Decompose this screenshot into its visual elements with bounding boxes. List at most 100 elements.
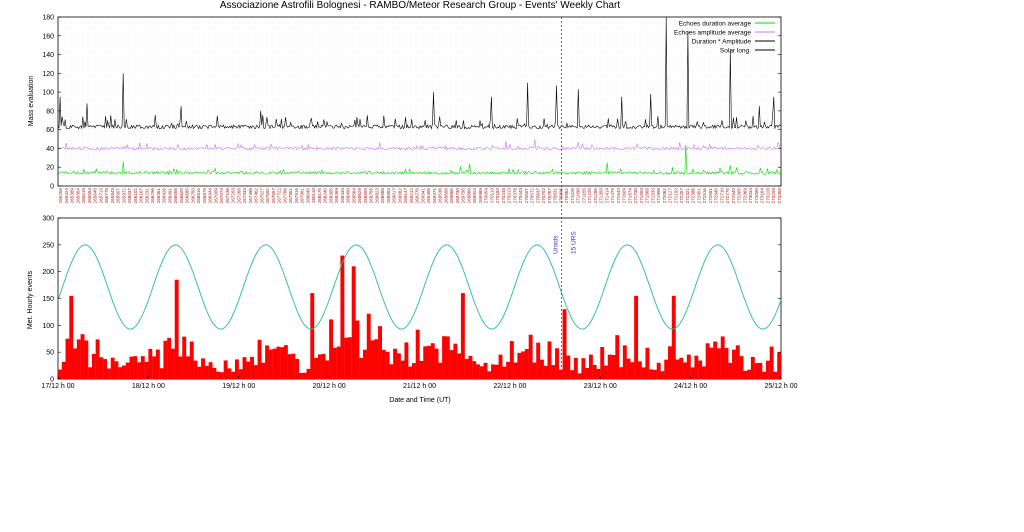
hourly-event-bar bbox=[91, 353, 96, 379]
hourly-event-bar bbox=[347, 337, 352, 379]
top-x-tick-label: 272775 bbox=[725, 188, 730, 204]
top-x-tick-label: 271738 bbox=[633, 188, 638, 204]
hourly-event-bar bbox=[656, 362, 661, 379]
top-x-tick-label: 269924 bbox=[472, 188, 477, 204]
hourly-event-bar bbox=[133, 356, 138, 379]
top-x-tick-label: 272127 bbox=[668, 188, 673, 204]
legend-label: Solar long. bbox=[720, 48, 751, 55]
hourly-event-bar bbox=[750, 356, 755, 379]
top-x-tick-label: 266491 bbox=[167, 188, 172, 204]
hourly-event-bar bbox=[438, 362, 443, 379]
hourly-event-bar bbox=[88, 367, 93, 379]
bottom-y-tick-label: 200 bbox=[42, 269, 54, 276]
hourly-event-bar bbox=[122, 365, 126, 379]
top-x-tick-label: 270961 bbox=[564, 188, 569, 204]
top-x-tick-label: 271998 bbox=[656, 188, 661, 204]
hourly-event-bar bbox=[664, 359, 669, 379]
hourly-event-bar bbox=[668, 346, 672, 379]
hourly-event-bar bbox=[430, 343, 435, 379]
hourly-event-bar bbox=[178, 356, 183, 379]
hourly-event-bar bbox=[543, 365, 548, 379]
top-x-tick-label: 270507 bbox=[524, 188, 529, 204]
hourly-event-bar bbox=[747, 369, 752, 379]
hourly-event-bar bbox=[310, 293, 315, 379]
hourly-event-bar bbox=[80, 334, 85, 379]
hourly-event-bar bbox=[163, 340, 168, 379]
top-x-tick-label: 267527 bbox=[259, 188, 264, 204]
hourly-event-bar bbox=[329, 319, 334, 379]
top-x-tick-label: 266815 bbox=[196, 188, 201, 204]
shower-marker-label: Ursids bbox=[552, 235, 559, 254]
hourly-event-bar bbox=[106, 368, 111, 379]
legend-label: Duration * Amplitude bbox=[692, 39, 752, 46]
top-x-tick-label: 271609 bbox=[622, 188, 627, 204]
top-x-tick-label: 271285 bbox=[593, 188, 598, 204]
hourly-event-bar bbox=[652, 369, 657, 379]
hourly-event-bar bbox=[299, 372, 303, 379]
top-x-tick-label: 268888 bbox=[380, 188, 385, 204]
top-y-tick-label: 80 bbox=[46, 108, 54, 115]
top-x-tick-label: 265519 bbox=[81, 188, 86, 204]
hourly-event-bar bbox=[683, 362, 688, 379]
top-x-tick-label: 267074 bbox=[219, 188, 224, 204]
hourly-event-bar bbox=[743, 370, 748, 379]
hourly-event-bar bbox=[272, 348, 277, 379]
hourly-event-bar bbox=[265, 345, 270, 379]
radiant-elevation-curve bbox=[57, 244, 782, 330]
top-x-tick-label: 271803 bbox=[639, 188, 644, 204]
top-x-tick-label: 269795 bbox=[461, 188, 466, 204]
top-x-tick-label: 265713 bbox=[98, 188, 103, 204]
hourly-event-bar bbox=[170, 348, 175, 379]
top-x-tick-label: 270378 bbox=[512, 188, 517, 204]
hourly-event-bar bbox=[558, 369, 563, 379]
bottom-x-tick-label: 20/12 h 00 bbox=[313, 383, 346, 390]
hourly-event-bar bbox=[649, 369, 654, 379]
legend-label: Echoes amplitude average bbox=[674, 30, 751, 37]
hourly-event-bar bbox=[287, 354, 292, 379]
hourly-event-bar bbox=[427, 345, 431, 379]
top-x-tick-label: 271414 bbox=[604, 188, 609, 204]
hourly-event-bar bbox=[374, 339, 379, 379]
top-x-tick-label: 271350 bbox=[599, 188, 604, 204]
top-y-axis-label: Mass evaluation bbox=[28, 76, 35, 127]
hourly-event-bar bbox=[280, 347, 285, 379]
hourly-event-bar bbox=[103, 359, 108, 379]
hourly-event-bar bbox=[762, 371, 767, 379]
hourly-event-bar bbox=[389, 364, 394, 379]
hourly-event-bar bbox=[581, 358, 586, 379]
top-x-tick-label: 272710 bbox=[719, 188, 724, 204]
top-y-tick-label: 20 bbox=[46, 165, 54, 172]
hourly-event-bar bbox=[634, 295, 639, 379]
hourly-event-bar bbox=[306, 368, 311, 379]
hourly-event-bar bbox=[76, 339, 81, 379]
hourly-event-bar bbox=[400, 360, 405, 379]
hourly-event-bar bbox=[242, 357, 247, 379]
hourly-event-bar bbox=[716, 348, 721, 379]
hourly-event-bar bbox=[555, 348, 559, 379]
hourly-event-bar bbox=[660, 371, 665, 379]
hourly-event-bar bbox=[404, 342, 409, 379]
top-x-tick-label: 266750 bbox=[190, 188, 195, 204]
hourly-event-bar bbox=[197, 366, 202, 379]
hourly-event-bar bbox=[487, 371, 492, 379]
hourly-event-bar bbox=[204, 365, 209, 379]
top-x-tick-label: 270054 bbox=[484, 188, 489, 204]
top-x-tick-label: 266879 bbox=[202, 188, 207, 204]
hourly-event-bar bbox=[216, 371, 221, 379]
hourly-event-bar bbox=[61, 361, 66, 379]
hourly-event-bar bbox=[359, 358, 364, 379]
bottom-x-tick-label: 19/12 h 00 bbox=[222, 383, 255, 390]
shower-marker-sublabel: 15 URS bbox=[570, 231, 577, 254]
hourly-event-bar bbox=[713, 341, 718, 379]
hourly-event-bar bbox=[509, 341, 514, 379]
top-x-tick-label: 272451 bbox=[696, 188, 701, 204]
hourly-event-bar bbox=[415, 329, 420, 379]
chart-title: Associazione Astrofili Bolognesi - RAMBO… bbox=[220, 0, 620, 11]
hourly-event-bar bbox=[189, 341, 194, 379]
top-series-line-0 bbox=[57, 144, 782, 176]
hourly-event-bar bbox=[701, 366, 706, 379]
hourly-event-bar bbox=[302, 372, 307, 379]
top-x-tick-label: 270702 bbox=[541, 188, 546, 204]
hourly-event-bar bbox=[472, 361, 477, 379]
